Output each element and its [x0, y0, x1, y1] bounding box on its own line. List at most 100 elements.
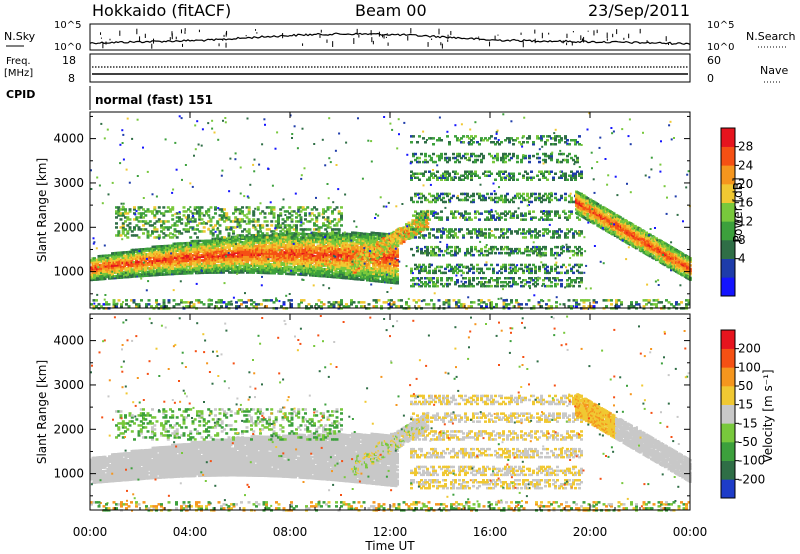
- heatmap-cell: [222, 269, 225, 272]
- heatmap-cell: [252, 241, 255, 244]
- heatmap-cell: [163, 257, 167, 260]
- heatmap-cell: [198, 268, 201, 271]
- heatmap-cell: [210, 239, 213, 242]
- heatmap-cell: [484, 277, 487, 280]
- heatmap-cell: [130, 275, 134, 278]
- heatmap-cell: [410, 267, 413, 271]
- heatmap-cell: [295, 255, 299, 258]
- heatmap-cell: [249, 251, 252, 255]
- heatmap-cell: [198, 271, 201, 275]
- heatmap-cell: [264, 253, 267, 257]
- heatmap-cell: [144, 269, 147, 272]
- heatmap-cell: [228, 262, 231, 265]
- noise-spike: [119, 30, 121, 36]
- heatmap-cell: [153, 249, 156, 252]
- noise-spike: [616, 29, 618, 35]
- noise-spike: [225, 32, 227, 37]
- heatmap-cell: [291, 258, 294, 262]
- noise-spike: [222, 39, 224, 41]
- noise-spike: [596, 29, 598, 34]
- heatmap-cell: [132, 252, 135, 255]
- noise-right-tick-top: 10^5: [707, 20, 734, 31]
- heatmap-cell: [297, 259, 300, 262]
- heatmap-cell: [181, 267, 185, 270]
- heatmap-cell: [261, 243, 264, 246]
- heatmap-cell: [267, 247, 270, 250]
- heatmap-cell: [288, 249, 291, 253]
- heatmap-cell: [198, 239, 201, 243]
- heatmap-cell: [292, 273, 296, 276]
- heatmap-cell: [560, 279, 563, 282]
- heatmap-cell: [261, 262, 264, 266]
- noise-spike: [218, 43, 220, 47]
- heatmap-cell: [228, 248, 231, 251]
- noise-spike: [587, 30, 589, 32]
- heatmap-cell: [243, 220, 247, 223]
- noise-spike: [410, 28, 412, 34]
- heatmap-cell: [307, 242, 311, 245]
- heatmap-cell: [277, 268, 281, 272]
- heatmap-cell: [109, 271, 113, 275]
- heatmap-cell: [298, 244, 302, 248]
- heatmap-cell: [282, 242, 285, 245]
- heatmap-cell: [105, 263, 108, 266]
- heatmap-cell: [258, 239, 261, 243]
- heatmap-cell: [163, 244, 167, 248]
- heatmap-cell: [580, 263, 583, 267]
- heatmap-cell: [189, 261, 192, 264]
- cpid-text: normal (fast) 151: [95, 93, 213, 107]
- heatmap-cell: [228, 246, 231, 249]
- noise-spike: [175, 36, 177, 40]
- heatmap-cell: [508, 281, 511, 284]
- heatmap-cell: [193, 257, 197, 261]
- heatmap-cell: [112, 259, 116, 262]
- heatmap-cell: [160, 252, 164, 255]
- heatmap-cell: [126, 268, 129, 272]
- heatmap-cell: [195, 245, 198, 248]
- heatmap-cell: [136, 271, 140, 274]
- heatmap-cell: [132, 255, 135, 259]
- heatmap-cell: [129, 252, 132, 255]
- heatmap-cell: [181, 258, 185, 261]
- heatmap-cell: [150, 265, 153, 268]
- heatmap-cell: [141, 253, 144, 256]
- heatmap-cell: [240, 260, 243, 264]
- heatmap-cell: [234, 251, 237, 255]
- heatmap-cell: [147, 254, 150, 258]
- heatmap-cell: [142, 258, 146, 262]
- heatmap-cell: [334, 231, 338, 235]
- heatmap-cell: [548, 277, 551, 280]
- heatmap-cell: [274, 232, 278, 235]
- noise-spike: [102, 42, 104, 49]
- heatmap-cell: [174, 260, 177, 263]
- heatmap-cell: [488, 267, 491, 271]
- noise-spike: [305, 33, 307, 35]
- heatmap-cell: [128, 226, 132, 229]
- heatmap-cell: [162, 259, 165, 262]
- heatmap-cell: [234, 264, 237, 267]
- heatmap-cell: [232, 248, 236, 251]
- heatmap-cell: [283, 236, 287, 239]
- heatmap-cell: [572, 271, 575, 275]
- heatmap-cell: [227, 232, 231, 235]
- heatmap-cell: [238, 265, 242, 269]
- noise-spike: [225, 42, 227, 48]
- heatmap-cell: [151, 268, 155, 272]
- heatmap-cell: [217, 255, 221, 258]
- noise-spike: [370, 30, 372, 36]
- heatmap-cell: [91, 269, 95, 273]
- heatmap-cell: [456, 279, 459, 282]
- heatmap-cell: [231, 262, 234, 265]
- heatmap-cell: [157, 264, 161, 268]
- heatmap-cell: [246, 262, 249, 265]
- heatmap-cell: [229, 249, 233, 253]
- heatmap-cell: [162, 255, 165, 259]
- heatmap-cell: [117, 230, 121, 233]
- heatmap-cell: [186, 249, 189, 252]
- heatmap-cell: [307, 252, 311, 256]
- heatmap-cell: [228, 253, 231, 256]
- heatmap-cell: [214, 206, 217, 209]
- heatmap-cell: [252, 271, 255, 274]
- heatmap-cell: [211, 216, 215, 219]
- noise-spike: [478, 36, 480, 38]
